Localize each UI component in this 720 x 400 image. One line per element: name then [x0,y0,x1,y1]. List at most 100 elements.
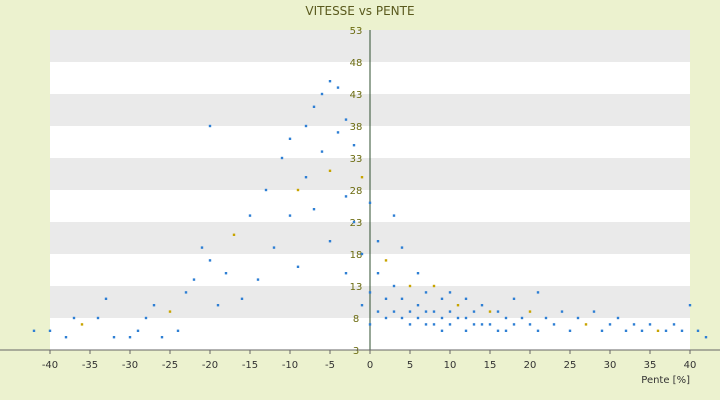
data-point [384,259,388,262]
data-point [176,329,180,332]
data-point [344,272,348,275]
data-point [384,316,388,320]
data-point [496,310,500,313]
y-tick-label: 38 [350,122,363,133]
x-tick-label: -15 [242,360,258,371]
data-point [672,323,676,326]
x-tick-label: -10 [282,360,298,371]
data-point [592,310,596,313]
x-axis-label: Pente [%] [641,375,690,386]
data-point [448,310,452,313]
data-point [368,291,372,294]
x-tick-label: 35 [644,360,657,371]
data-point [296,265,300,268]
data-point [696,329,700,332]
data-point [336,131,340,134]
data-point [328,80,332,83]
data-point [344,195,348,198]
data-point [568,329,572,332]
data-point [416,272,420,275]
data-point [320,92,324,96]
data-point [544,316,548,320]
data-point [72,316,76,320]
data-point [560,310,564,313]
data-point [152,304,156,307]
data-point [480,323,484,326]
data-point [216,304,220,307]
data-point [432,310,436,313]
data-point [576,316,580,320]
data-point [360,176,364,179]
data-point [280,156,284,160]
x-tick-label: 5 [407,360,413,371]
data-point [376,272,380,275]
data-point [32,329,36,332]
data-point [384,297,388,300]
data-point [552,323,556,326]
data-point [312,208,316,211]
data-point [520,316,524,320]
data-point [104,297,108,300]
data-point [536,291,540,294]
data-point [184,291,188,294]
data-point [48,329,52,332]
data-point [416,316,420,320]
x-tick-label: 0 [367,360,373,371]
data-point [128,336,132,339]
data-point [648,323,652,326]
data-point [376,310,380,313]
scatter-points [32,80,708,339]
data-point [256,278,260,281]
data-point [504,329,508,332]
x-tick-label: -40 [42,360,58,371]
data-point [168,310,172,313]
data-point [392,284,396,288]
data-point [64,336,68,339]
data-point [512,323,516,326]
data-point [496,329,500,332]
data-point [400,316,404,320]
data-point [264,188,268,192]
data-point [344,118,348,121]
data-point [328,240,332,243]
data-point [464,329,468,332]
data-point [448,291,452,294]
x-tick-labels: -40 -35 -30 -25 -20 -15 -10 -5 0 5 10 15 20 25 30 35 40 [42,350,696,371]
y-tick-label: 43 [350,90,363,101]
data-point [376,240,380,243]
data-point [528,323,532,326]
data-point [352,220,356,224]
data-point [144,316,148,320]
y-tick-label: 33 [350,154,363,165]
data-point [400,246,404,249]
data-point [704,336,708,339]
data-point [400,297,404,300]
data-point [296,188,300,192]
y-tick-label: 3 [353,346,359,357]
y-tick-label: 8 [353,314,359,325]
x-tick-label: -20 [202,360,218,371]
data-point [528,310,532,313]
data-point [448,323,452,326]
data-point [472,323,476,326]
data-point [392,214,396,217]
data-point [464,297,468,300]
y-tick-label: 13 [350,282,363,293]
data-point [320,150,324,153]
x-tick-label: 15 [484,360,497,371]
data-point [424,310,428,313]
data-point [488,323,492,326]
data-point [272,246,276,249]
data-point [208,124,212,128]
data-point [360,252,364,256]
x-tick-label: 25 [564,360,577,371]
data-point [512,297,516,300]
data-point [248,214,252,217]
data-point [440,297,444,300]
data-point [456,304,460,307]
data-point [472,310,476,313]
data-point [352,144,356,147]
data-point [312,105,316,108]
